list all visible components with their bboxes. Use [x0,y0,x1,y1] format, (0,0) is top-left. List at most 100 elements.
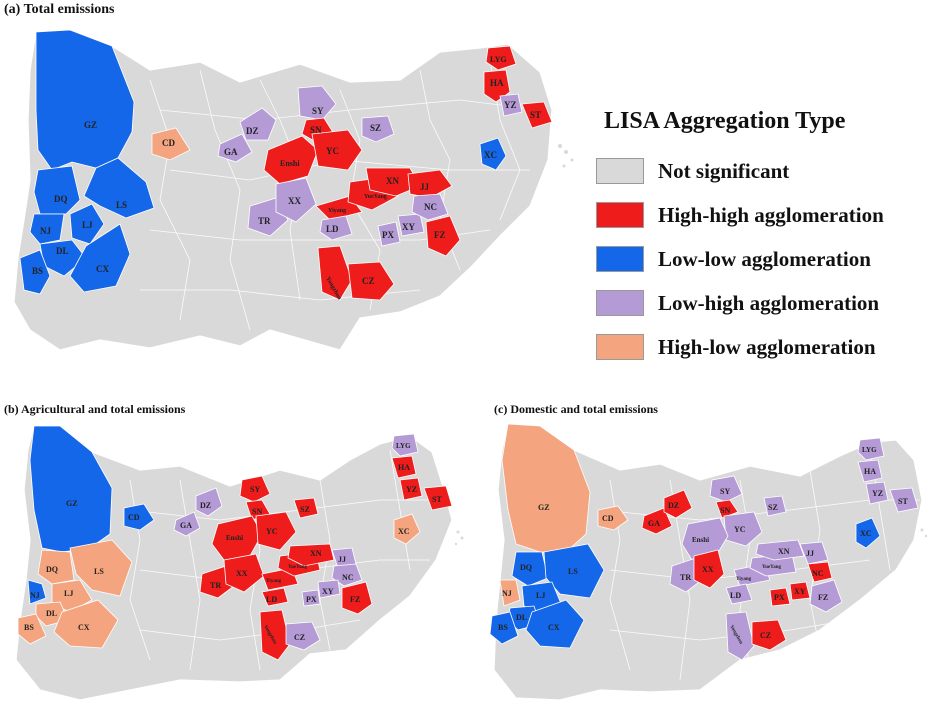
map-c-regions [489,423,919,661]
region-ha [857,459,883,483]
region-yongzhou [725,611,755,661]
legend-label: Not significant [658,158,790,183]
map-c-islands [920,528,928,538]
region-label-yc: YC [734,525,746,534]
region-label-yc: YC [266,527,278,536]
region-label-sy: SY [720,487,730,496]
region-label-nj: NJ [40,226,51,236]
region-label-gz: GZ [66,499,78,508]
region-ls [69,539,133,597]
region-label-yz: YZ [872,489,883,498]
region-cx [69,223,131,293]
region-label-px: PX [774,593,785,602]
region-label-lj: LJ [82,220,93,230]
region-label-cx: CX [548,623,560,632]
region-label-yiyang: Yiyang [736,577,752,582]
region-xc [393,513,421,545]
map-b-regions [17,425,453,661]
region-xc [855,517,881,549]
region-lyg [485,45,517,71]
region-label-cz: CZ [760,631,771,640]
region-label-yc: YC [326,146,339,156]
region-st [521,101,553,129]
region-label-jj: JJ [338,555,346,564]
region-label-ld: LD [326,224,339,234]
region-fz [809,579,843,613]
region-label-cd: CD [602,514,614,523]
region-xy [789,581,811,601]
region-lyg [391,433,419,457]
region-label-gz: GZ [84,120,97,130]
region-label-bs: BS [32,266,43,276]
region-label-fz: FZ [350,595,360,604]
region-cz [751,619,787,651]
region-label-nc: NC [424,202,437,212]
region-sz [293,497,319,519]
region-sy [297,85,337,121]
region-xx [223,553,265,593]
region-label-ha: HA [490,78,504,88]
region-label-dl: DL [46,609,57,618]
region-fz [341,581,373,615]
panel-c-title: (c) Domestic and total emissions [494,402,658,416]
region-yz [399,477,423,501]
region-label-yueyang: YueYang [762,565,781,570]
region-label-tr: TR [210,581,221,590]
region-label-sn: SN [310,125,322,135]
region-enshi [263,135,319,185]
region-label-lyg: LYG [862,446,877,454]
region-nj [499,579,521,607]
region-ga [173,511,201,537]
region-nc [331,563,363,587]
region-yz [865,481,889,505]
region-label-xn: XN [778,547,790,556]
region-yongzhou [259,609,291,661]
region-label-cz: CZ [294,633,305,642]
region-px [769,587,791,607]
region-xc [479,137,507,171]
region-gz [501,423,591,553]
region-label-gz: GZ [538,503,550,512]
region-ga [641,507,673,535]
region-xn [365,167,421,197]
region-bs [489,611,519,645]
region-cd [151,127,191,161]
legend-swatch-high-high [596,202,644,228]
region-lj [69,203,105,245]
region-label-fz: FZ [434,230,446,240]
map-a-labels: GZ DQ LS LJ NJ DL BS CX CD GA DZ SY SN E… [32,55,541,302]
legend-label: Low-high agglomeration [658,290,880,315]
region-label-lj: LJ [536,591,545,600]
region-label-ga: GA [180,521,192,530]
map-a-regions [19,29,553,301]
region-nj [29,213,65,245]
region-label-ha: HA [398,463,410,472]
region-yc [255,511,297,551]
region-label-tr: TR [680,573,691,582]
region-yz [499,93,523,117]
region-st [889,487,919,513]
region-label-ga: GA [648,519,660,528]
region-lyg [857,437,885,461]
region-label-cz: CZ [362,276,375,286]
legend-item-high-high: High-high agglomeration [596,193,926,237]
region-label-sz: SZ [300,505,310,514]
region-label-enshi: Enshi [692,536,709,544]
region-label-sz: SZ [370,123,381,133]
region-xn [287,543,335,567]
region-yc [311,129,363,171]
region-sz [361,115,395,143]
legend-swatch-not-significant [596,158,644,184]
region-cx [53,599,119,649]
region-label-xc: XC [860,529,872,538]
region-label-dq: DQ [520,563,532,572]
legend-swatch-low-high [596,290,644,316]
region-label-sy: SY [312,106,324,116]
region-label-xx: XX [702,565,714,574]
region-label-nj: NJ [30,591,40,600]
region-label-nj: NJ [502,589,512,598]
legend-item-high-low: High-low agglomeration [596,325,926,369]
region-ld [725,583,753,605]
region-label-yueyang: YueYang [288,565,307,570]
